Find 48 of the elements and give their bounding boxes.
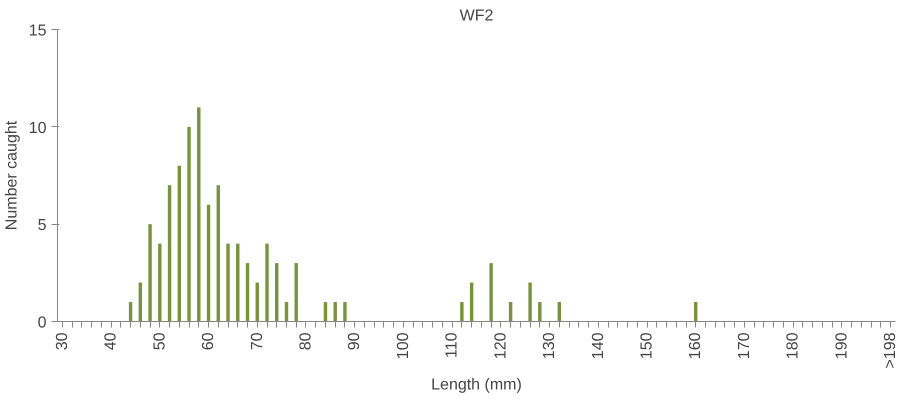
x-tick-label: 180 <box>784 332 802 360</box>
bar <box>138 282 142 322</box>
x-tick-label: 60 <box>200 332 218 350</box>
bar <box>460 302 464 322</box>
bar <box>294 263 298 322</box>
bar <box>128 302 132 322</box>
x-tick-label: 100 <box>394 332 412 360</box>
x-tick-label: 170 <box>736 332 753 360</box>
bar <box>178 166 182 322</box>
bar <box>168 185 172 322</box>
bar <box>694 302 698 322</box>
x-tick-label: 130 <box>541 332 558 360</box>
y-tick-label: 10 <box>28 120 47 137</box>
bar <box>508 302 512 322</box>
x-tick-label: >198 <box>882 332 900 369</box>
bar <box>148 224 152 322</box>
y-tick-label: 5 <box>38 217 47 234</box>
x-tick-label: 30 <box>54 332 71 350</box>
x-tick-label: 190 <box>833 332 850 360</box>
x-tick-label: 110 <box>444 332 461 358</box>
x-tick-label: 160 <box>687 332 704 360</box>
bar <box>489 263 493 322</box>
bar <box>334 302 337 322</box>
bar <box>538 302 542 322</box>
x-tick-label: 90 <box>346 332 364 350</box>
x-tick-label: 40 <box>102 332 120 350</box>
bar <box>470 282 474 322</box>
x-tick-label: 80 <box>297 332 314 350</box>
bar <box>197 107 200 322</box>
x-axis-title: Length (mm) <box>431 376 522 394</box>
bar <box>558 302 562 322</box>
bar <box>236 244 240 322</box>
bar <box>343 302 347 322</box>
y-tick-label: 0 <box>38 314 47 332</box>
bar <box>256 282 259 322</box>
x-tick-label: 70 <box>248 332 266 350</box>
y-axis-title: Number caught <box>4 120 21 230</box>
bar <box>275 263 278 322</box>
x-tick-label: 50 <box>151 332 168 350</box>
bar <box>158 244 162 322</box>
bar <box>187 126 191 322</box>
chart-title: WF2 <box>460 8 494 24</box>
bar <box>528 282 532 322</box>
y-tick-label: 15 <box>28 22 47 40</box>
x-tick-label: 140 <box>590 332 607 360</box>
x-tick-label: 150 <box>638 332 656 360</box>
bar <box>216 185 220 322</box>
x-tick-label: 120 <box>492 332 510 360</box>
